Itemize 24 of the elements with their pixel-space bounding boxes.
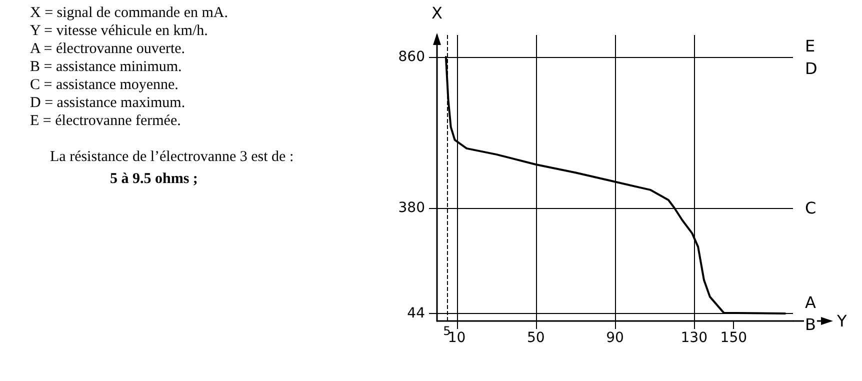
text: B = assistance minimum.: [30, 58, 183, 76]
ref-line-label: 5: [443, 324, 451, 338]
text: D = assistance maximum.: [30, 94, 186, 112]
text: Y = vitesse véhicule en km/h.: [30, 22, 209, 40]
x-tick-label: 150: [720, 330, 748, 346]
text: 5 à 9.5 ohms ;: [109, 170, 199, 188]
y-axis-title: X: [432, 4, 443, 22]
text: D: [804, 59, 818, 78]
ref-line-label: C: [805, 198, 816, 218]
y-tick-label: 44: [407, 305, 426, 322]
text: B: [804, 315, 817, 334]
ref-line-label: A: [805, 292, 816, 312]
text: X = signal de commande en mA.: [30, 4, 229, 22]
ref-line-label: E: [805, 36, 816, 56]
x-tick-label: 50: [526, 330, 545, 346]
y-tick-label: 860: [398, 49, 425, 65]
text: A = électrovanne ouverte.: [30, 40, 186, 58]
x-axis-title: Y: [836, 312, 847, 330]
text: La résistance de l’électrovanne 3 est de :: [49, 148, 295, 166]
text: C = assistance moyenne.: [30, 76, 180, 94]
x-tick-label: 130: [680, 330, 708, 346]
y-tick-label: 380: [398, 200, 425, 216]
text: E = électrovanne fermée.: [30, 112, 182, 130]
x-tick-label: 90: [606, 330, 624, 346]
